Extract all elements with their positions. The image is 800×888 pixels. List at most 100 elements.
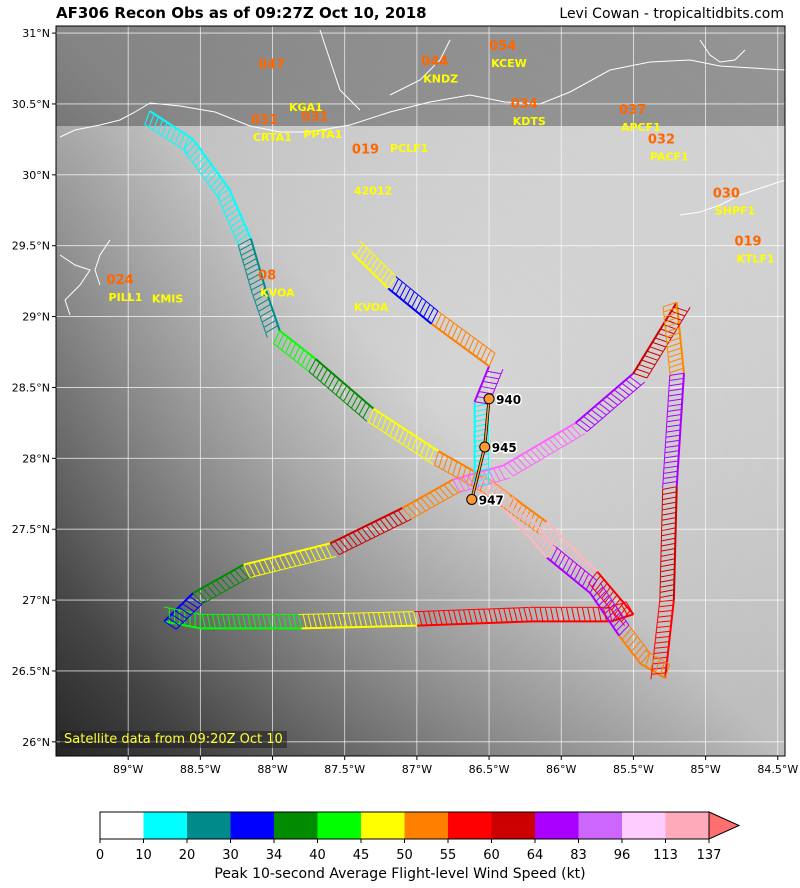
- wind-barb: [649, 655, 656, 670]
- wind-barb: [612, 616, 624, 628]
- wind-barb: [610, 392, 623, 403]
- wind-barb-flag: [186, 153, 190, 159]
- wind-barb-flag: [183, 618, 188, 623]
- wind-barb: [434, 489, 445, 501]
- wind-barb: [598, 402, 611, 413]
- wind-barb: [217, 614, 222, 629]
- wind-barb: [212, 614, 217, 629]
- wind-barb: [468, 609, 473, 624]
- wind-barb-flag: [518, 503, 523, 509]
- colorbar-tick-label: 50: [396, 848, 413, 863]
- wind-barb-flag: [239, 250, 242, 256]
- track-segment: [575, 372, 635, 424]
- colorbar-bin: [361, 812, 405, 839]
- wind-barb-flag: [447, 472, 453, 476]
- wind-barb: [292, 614, 297, 629]
- wind-barb-flag: [482, 343, 488, 348]
- wind-barb: [308, 358, 317, 372]
- wind-barb: [536, 518, 544, 533]
- wind-barb: [653, 651, 669, 654]
- wind-barb: [598, 595, 610, 607]
- wind-barb-flag: [398, 441, 404, 446]
- wind-barb-flag: [225, 217, 229, 222]
- wind-barb: [666, 332, 680, 338]
- wind-barb-flag: [402, 520, 408, 525]
- wind-barb: [451, 325, 459, 340]
- wind-barb: [595, 590, 607, 602]
- colorbar-tick-label: 34: [266, 848, 283, 863]
- wind-barb: [417, 611, 423, 626]
- wind-barb-flag: [389, 435, 395, 440]
- wind-barb-flag: [544, 454, 550, 458]
- wind-barb-flag: [257, 311, 261, 317]
- wind-barb-flag: [254, 574, 260, 577]
- wind-barb-flag: [308, 371, 314, 376]
- wind-barb-flag: [338, 551, 344, 556]
- wind-barb-flag: [179, 146, 184, 151]
- wind-barb-flag: [237, 245, 241, 251]
- wind-barb-flag: [484, 483, 490, 486]
- wind-barb: [157, 119, 164, 134]
- wind-barb-flag: [192, 162, 196, 167]
- wind-barb: [195, 155, 206, 167]
- wind-barb: [229, 572, 240, 584]
- wind-barb-flag: [687, 307, 691, 312]
- wind-barb-flag: [461, 328, 467, 333]
- wind-barb: [561, 430, 573, 442]
- wind-barb: [428, 448, 435, 462]
- wind-barb: [382, 612, 388, 627]
- wind-barb: [365, 254, 375, 268]
- wind-barb: [415, 499, 427, 512]
- wind-barb: [659, 589, 675, 593]
- wind-barb: [165, 125, 172, 139]
- y-tick-label: 29.5°N: [12, 240, 50, 253]
- wind-barb-flag: [202, 600, 208, 605]
- wind-barb-flag: [190, 611, 195, 616]
- wind-barb: [213, 180, 224, 192]
- wind-barb: [663, 475, 678, 479]
- wind-barb-flag: [259, 573, 266, 576]
- wind-barb-flag: [359, 240, 364, 245]
- wind-barb: [484, 375, 500, 380]
- wind-barb-flag: [379, 532, 385, 536]
- wind-barb: [189, 147, 200, 159]
- wind-barb: [380, 268, 389, 282]
- wind-barb: [614, 602, 624, 615]
- wind-barb: [210, 176, 221, 188]
- wind-barb: [273, 556, 281, 571]
- station-value: 037: [619, 103, 646, 118]
- wind-barb: [376, 414, 383, 428]
- wind-barb: [201, 587, 213, 599]
- wind-barb: [282, 614, 287, 629]
- x-tick-label: 87.5°W: [324, 763, 365, 776]
- wind-barb: [480, 346, 488, 361]
- wind-barb-flag: [370, 536, 376, 540]
- wind-barb-flag: [625, 394, 630, 399]
- wind-barb: [456, 463, 462, 478]
- wind-barb-flag: [576, 435, 581, 440]
- wind-barb: [587, 607, 592, 622]
- wind-barbs: [144, 110, 691, 680]
- wind-barb-flag: [232, 231, 236, 237]
- wind-barb-flag: [407, 447, 412, 451]
- wind-barb-flag: [250, 289, 254, 296]
- wind-barb: [438, 486, 450, 499]
- wind-barb: [263, 319, 277, 328]
- wind-barb: [486, 482, 494, 496]
- wind-barb-flag: [556, 551, 562, 556]
- wind-barb: [667, 414, 682, 418]
- wind-barb-flag: [290, 565, 296, 569]
- wind-barb-flag: [494, 384, 498, 390]
- wind-barb: [671, 310, 685, 317]
- wind-barb: [506, 499, 516, 513]
- track-segment: [430, 322, 490, 367]
- chart-title: AF306 Recon Obs as of 09:27Z Oct 10, 201…: [56, 4, 427, 22]
- wind-barb-flag: [245, 270, 248, 276]
- wind-barb-flag: [650, 652, 656, 657]
- wind-barb-flag: [549, 451, 554, 456]
- wind-barb-flag: [448, 495, 454, 499]
- wind-barb-flag: [643, 644, 648, 650]
- wind-barb-flag: [263, 327, 266, 333]
- wind-barb: [521, 454, 532, 466]
- wind-barb: [609, 612, 621, 624]
